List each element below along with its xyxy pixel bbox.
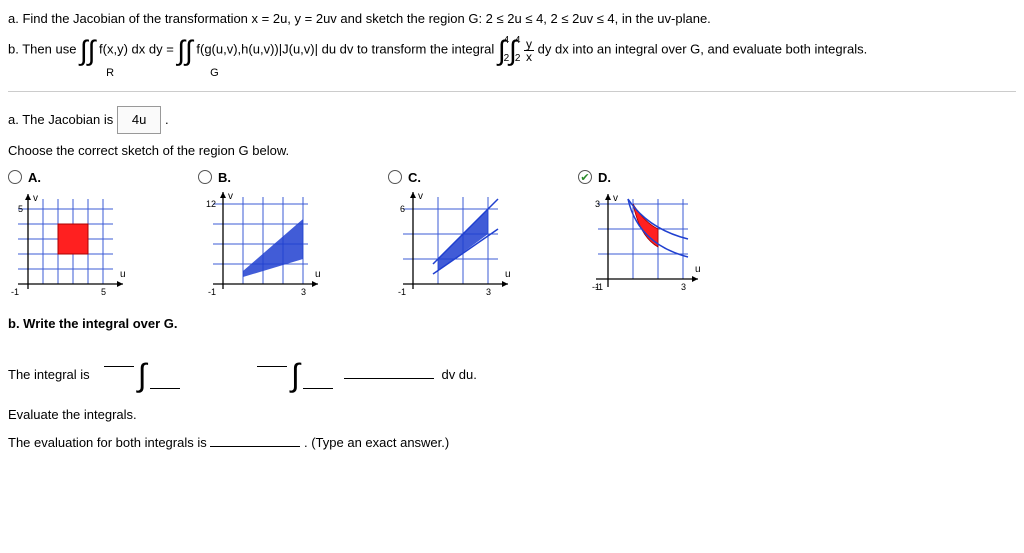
part-b-suffix: dy dx into an integral over G, and evalu… (538, 42, 868, 57)
sketch-options: A. v u 5 5 -1 B. v u (8, 170, 1016, 299)
svg-text:u: u (315, 269, 321, 280)
svg-text:v: v (418, 191, 423, 202)
jacobian-row: a. The Jacobian is 4u . (8, 106, 1016, 134)
svg-text:5: 5 (101, 287, 106, 297)
svg-text:-1: -1 (595, 282, 603, 292)
option-B[interactable]: B. v u 12 3 -1 (198, 170, 358, 299)
jacobian-answer-box[interactable]: 4u (117, 106, 161, 134)
radio-D[interactable] (578, 170, 592, 184)
svg-text:-1: -1 (208, 287, 216, 297)
svg-text:v: v (613, 193, 618, 204)
svg-text:6: 6 (400, 204, 405, 214)
problem-part-a: a. Find the Jacobian of the transformati… (8, 8, 1016, 30)
inner-lower-blank[interactable] (303, 375, 333, 389)
exact-hint: . (Type an exact answer.) (304, 435, 449, 450)
inner-integral-sign: ∫ (291, 357, 300, 393)
svg-text:u: u (695, 264, 701, 275)
choose-sketch-prompt: Choose the correct sketch of the region … (8, 140, 1016, 162)
svg-text:5: 5 (18, 204, 23, 214)
fraction-y-over-x: y x (524, 38, 534, 63)
graph-B: v u 12 3 -1 (198, 189, 338, 299)
integral-is-label: The integral is (8, 367, 90, 382)
svg-text:3: 3 (681, 282, 686, 292)
outer-upper-blank[interactable] (104, 353, 134, 367)
option-A[interactable]: A. v u 5 5 -1 (8, 170, 168, 299)
radio-B[interactable] (198, 170, 212, 184)
option-D[interactable]: D. v u 3 3 -1 -1 (578, 170, 738, 299)
outer-integral-sign: ∫ (138, 357, 147, 393)
svg-text:3: 3 (595, 199, 600, 209)
option-C[interactable]: C. v u 6 3 -1 (388, 170, 548, 299)
part-b-prefix: b. Then use (8, 42, 76, 57)
jacobian-label: a. The Jacobian is (8, 112, 113, 127)
evaluate-label: Evaluate the integrals. (8, 404, 1016, 426)
svg-text:v: v (228, 191, 233, 202)
outer-lower-blank[interactable] (150, 375, 180, 389)
integrand-lhs: f(x,y) dx dy = (99, 42, 174, 57)
dvdu-label: dv du. (441, 367, 476, 382)
region-G-label: G (210, 67, 219, 79)
integral-template-row: The integral is ∫ ∫ dv du. (8, 353, 1016, 390)
svg-text:12: 12 (206, 199, 216, 209)
label-A: A. (28, 170, 41, 185)
label-C: C. (408, 170, 421, 185)
double-integral-G: ∫∫ (177, 38, 192, 63)
radio-C[interactable] (388, 170, 402, 184)
svg-text:3: 3 (486, 287, 491, 297)
svg-text:3: 3 (301, 287, 306, 297)
evaluation-row: The evaluation for both integrals is . (… (8, 432, 1016, 454)
write-integral-label: b. Write the integral over G. (8, 313, 1016, 335)
integrand-rhs: f(g(u,v),h(u,v))|J(u,v)| du dv to transf… (196, 42, 494, 57)
graph-A: v u 5 5 -1 (8, 189, 148, 299)
radio-A[interactable] (8, 170, 22, 184)
graph-C: v u 6 3 -1 (388, 189, 528, 299)
eval-result-label: The evaluation for both integrals is (8, 435, 207, 450)
region-R-label: R (106, 67, 114, 79)
svg-text:v: v (33, 193, 38, 204)
label-D: D. (598, 170, 611, 185)
eval-result-blank[interactable] (210, 433, 300, 447)
double-integral-R: ∫∫ (80, 38, 95, 63)
inner-upper-blank[interactable] (257, 353, 287, 367)
integral-with-limits-outer: ∫42 ∫42 (498, 36, 520, 64)
graph-D: v u 3 3 -1 -1 (578, 189, 718, 299)
svg-text:u: u (505, 269, 511, 280)
integrand-blank[interactable] (344, 365, 434, 379)
svg-text:u: u (120, 269, 126, 280)
svg-text:-1: -1 (11, 287, 19, 297)
svg-text:-1: -1 (398, 287, 406, 297)
problem-part-b: b. Then use ∫∫ f(x,y) dx dy = ∫∫ f(g(u,v… (8, 36, 1016, 64)
label-B: B. (218, 170, 231, 185)
